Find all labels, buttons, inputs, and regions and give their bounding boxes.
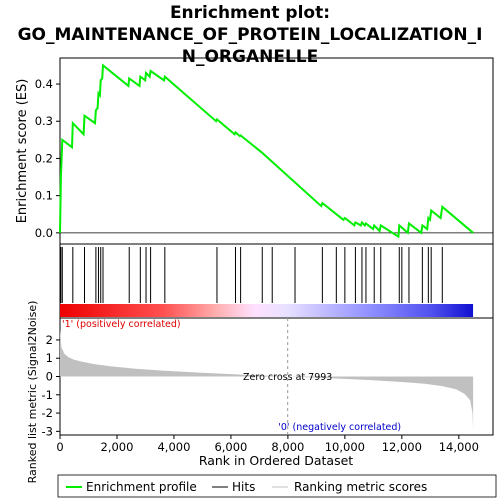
chart-title: Enrichment plot: GO_MAINTENANCE_OF_PROTE… xyxy=(0,2,500,68)
legend-hits-label: Hits xyxy=(232,480,255,494)
x-tick-label: 14,000 xyxy=(439,440,479,454)
rank-y-tick-label: 1 xyxy=(46,351,53,365)
rank-y-tick-label: -3 xyxy=(42,424,53,438)
es-y-tick-label: 0.1 xyxy=(35,189,53,203)
es-panel-frame xyxy=(59,57,494,245)
rank-heatmap-bar xyxy=(60,304,474,317)
legend-frame xyxy=(57,474,497,498)
legend-enrichment-label: Enrichment profile xyxy=(86,480,197,494)
legend-ranking-label: Ranking metric scores xyxy=(294,480,427,494)
legend: Enrichment profile Hits Ranking metric s… xyxy=(57,474,497,498)
ranking-metric-area xyxy=(60,329,474,430)
x-tick-label: 2,000 xyxy=(101,440,134,454)
title-line-1: Enrichment plot: xyxy=(169,3,331,23)
positive-correlation-label: '1' (positively correlated) xyxy=(62,319,181,330)
rank-y-tick-label: -2 xyxy=(42,406,53,420)
rank-y-tick-label: 0 xyxy=(46,370,53,384)
x-axis-label: Rank in Ordered Dataset xyxy=(199,453,353,468)
x-tick-label: 12,000 xyxy=(382,440,422,454)
x-tick-label: 8,000 xyxy=(271,440,304,454)
rank-y-axis-label: Ranked list metric (Signal2Noise) xyxy=(26,301,39,484)
es-y-tick-label: 0.4 xyxy=(35,77,53,91)
enrichment-profile-line xyxy=(59,63,474,239)
rank-y-tick-label: -1 xyxy=(42,388,53,402)
es-y-axis-label: Enrichment score (ES) xyxy=(15,79,30,224)
x-axis: 0 2,000 4,000 6,000 8,000 10,000 12,000 14,000 xyxy=(56,435,479,454)
negative-correlation-label: '0' (negatively correlated) xyxy=(278,422,401,433)
x-tick-label: 10,000 xyxy=(325,440,365,454)
es-y-tick-label: 0.0 xyxy=(35,226,53,240)
title-line-3: N_ORGANELLE xyxy=(181,47,319,67)
x-tick-label: 6,000 xyxy=(214,440,247,454)
hits-markers xyxy=(60,247,443,303)
zero-cross-label: Zero cross at 7993 xyxy=(243,372,332,383)
title-line-2: GO_MAINTENANCE_OF_PROTEIN_LOCALIZATION_I xyxy=(17,25,483,45)
es-y-tick-label: 0.2 xyxy=(35,151,53,165)
es-y-axis: 0.0 0.1 0.2 0.3 0.4 xyxy=(35,77,60,240)
x-tick-label: 0 xyxy=(56,440,63,454)
es-y-tick-label: 0.3 xyxy=(35,114,53,128)
x-tick-label: 4,000 xyxy=(157,440,190,454)
rank-y-tick-label: 2 xyxy=(46,333,53,347)
rank-y-axis: -3 -2 -1 0 1 2 xyxy=(42,333,60,438)
